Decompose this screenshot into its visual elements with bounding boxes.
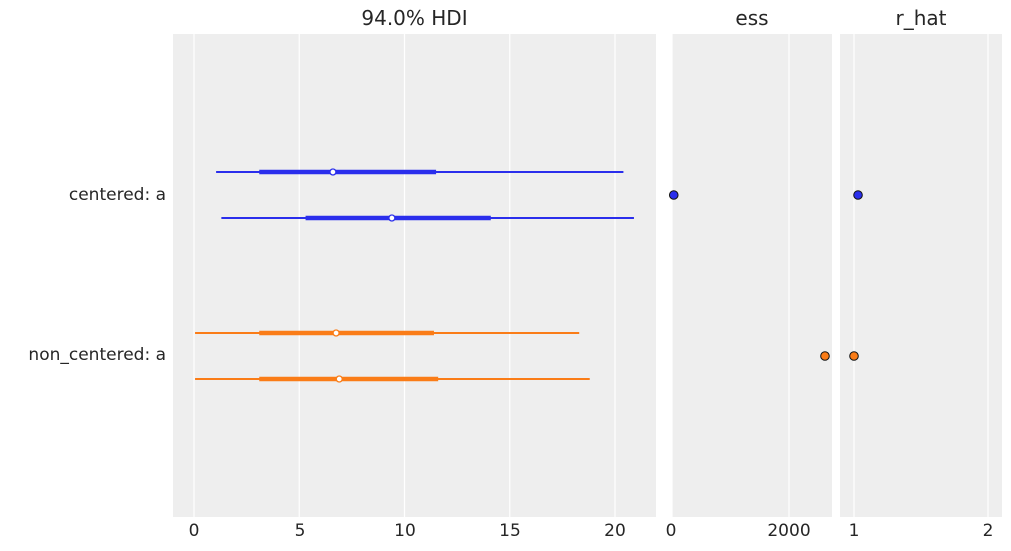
hdi-tick-5: 5 xyxy=(294,521,306,541)
hdi-panel xyxy=(173,34,656,517)
ylabel-centered: centered: a xyxy=(68,185,166,205)
ylabel-non-centered: non_centered: a xyxy=(28,345,166,365)
rhat-panel-title: r_hat xyxy=(895,6,947,30)
ess-tick-2000: 2000 xyxy=(767,521,811,541)
median-marker xyxy=(388,214,396,222)
rhat-tick-1: 1 xyxy=(848,521,860,541)
hdi-tick-10: 10 xyxy=(394,521,416,541)
rhat-marker xyxy=(849,351,859,361)
median-marker xyxy=(335,375,343,383)
gridlines xyxy=(193,34,989,517)
rhat-panel xyxy=(840,34,1002,517)
hdi-tick-0: 0 xyxy=(188,521,200,541)
rhat-tick-2: 2 xyxy=(982,521,994,541)
median-marker xyxy=(332,329,340,337)
ess-tick-0: 0 xyxy=(665,521,677,541)
hdi-panel-title: 94.0% HDI xyxy=(361,6,468,30)
ess-marker xyxy=(668,190,679,200)
hdi-tick-15: 15 xyxy=(499,521,521,541)
rhat-marker xyxy=(853,190,863,200)
median-marker xyxy=(329,168,337,176)
ess-panel-title: ess xyxy=(735,6,769,30)
ess-marker xyxy=(820,351,830,361)
ess-panel xyxy=(672,34,832,517)
forest-marks xyxy=(195,168,863,383)
hdi-tick-20: 20 xyxy=(604,521,626,541)
